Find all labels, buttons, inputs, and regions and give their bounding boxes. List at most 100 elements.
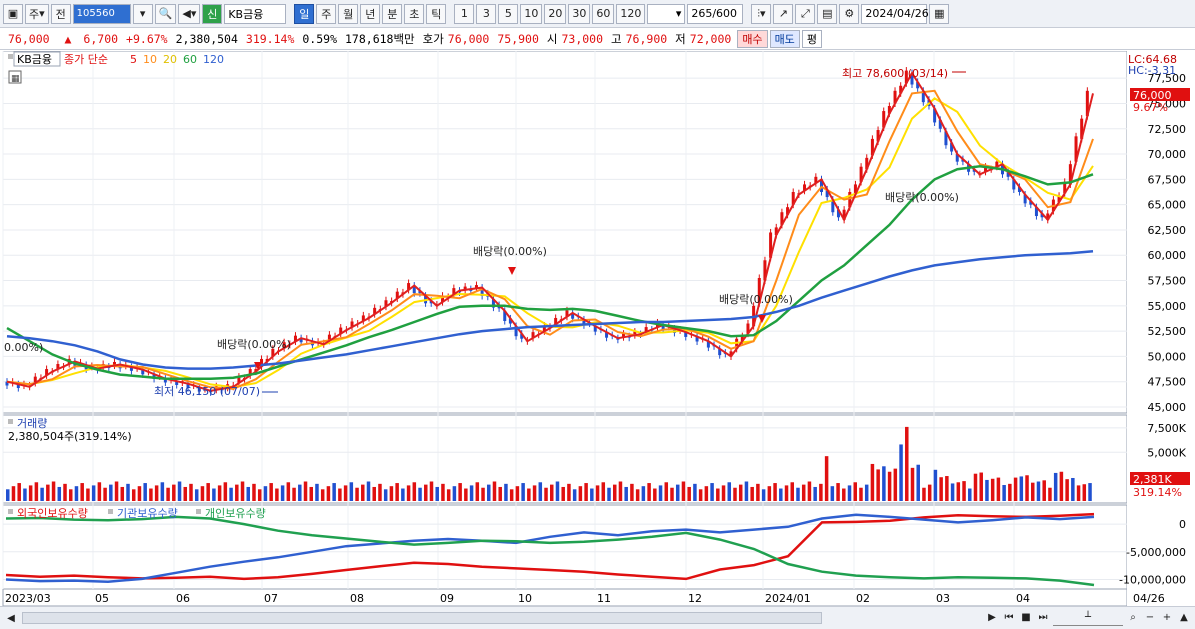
volume-bar — [544, 487, 548, 501]
volume-bar — [114, 481, 119, 501]
volume-bar — [424, 484, 428, 501]
volume-bar — [212, 488, 216, 501]
credit-badge[interactable]: 신 — [202, 3, 223, 24]
period-second[interactable]: 초 — [404, 3, 425, 24]
step-back-icon[interactable]: ⏮ — [1004, 612, 1014, 623]
volume-bar — [51, 481, 56, 501]
interval-20[interactable]: 20 — [544, 3, 567, 24]
volume-bar — [893, 468, 898, 501]
interval-5[interactable]: 5 — [498, 3, 519, 24]
scroll-left-icon[interactable]: ◀ — [7, 613, 15, 624]
expand-icon[interactable]: ⤢ — [795, 3, 816, 24]
period-minute[interactable]: 분 — [382, 3, 403, 24]
mode-select[interactable]: 주 ▾ — [25, 3, 49, 24]
drawing-tool-icon[interactable]: ↗ — [773, 3, 794, 24]
volume-bar — [143, 483, 147, 501]
time-tick-label: 11 — [597, 592, 611, 605]
candle-type-icon[interactable]: ⫶▾ — [751, 3, 772, 24]
volume-current-pct: 319.14% — [1133, 486, 1182, 499]
interval-30[interactable]: 30 — [568, 3, 591, 24]
save-icon[interactable]: ▤ — [817, 3, 838, 24]
arrow-up-icon[interactable]: ▲ — [1180, 612, 1188, 623]
volume-bar — [446, 489, 451, 501]
code-dropdown-icon[interactable]: ▾ — [132, 3, 153, 24]
sell-button[interactable]: 매도 — [769, 29, 800, 48]
step-forward-icon[interactable]: ⏭ — [1038, 612, 1048, 623]
volume-bar — [91, 485, 96, 501]
mode-label: 주 — [29, 7, 40, 21]
volume-bar — [1002, 485, 1006, 501]
period-year[interactable]: 년 — [360, 3, 381, 24]
stop-icon[interactable]: ■ — [1021, 612, 1031, 623]
chart-toolbar: ▣ 주 ▾ 전 105560 ▾ 🔍 ◀▾ 신 KB금융 일 주 월 년 분 초 … — [0, 0, 1195, 28]
interval-60[interactable]: 60 — [592, 3, 615, 24]
calendar-icon[interactable]: ▦ — [929, 3, 950, 24]
interval-10[interactable]: 10 — [520, 3, 543, 24]
period-month[interactable]: 월 — [338, 3, 359, 24]
volume-bar — [229, 487, 233, 501]
scroll-right-icon[interactable]: ▶ — [988, 612, 996, 623]
zoom-out-icon[interactable]: − — [1145, 612, 1155, 623]
candle-body — [1006, 171, 1010, 177]
time-tick-label: 04 — [1016, 592, 1030, 605]
evaluate-button[interactable]: 평 — [801, 29, 822, 48]
volume-bar — [887, 471, 892, 501]
period-week[interactable]: 주 — [316, 3, 337, 24]
volume-bar — [882, 466, 886, 501]
price-tick-label: 52,500 — [1148, 325, 1187, 338]
interval-1[interactable]: 1 — [454, 3, 475, 24]
date-input[interactable]: 2024/04/26 — [861, 3, 929, 24]
stock-code-input[interactable]: 105560 — [72, 3, 131, 24]
volume-bar — [681, 481, 686, 501]
prev-button[interactable]: 전 — [50, 3, 71, 24]
period-day[interactable]: 일 — [294, 3, 315, 24]
custom-interval-select[interactable]: ▾ — [647, 3, 686, 24]
volume-bar — [801, 484, 806, 501]
volume-bar — [899, 444, 903, 501]
volume-bar — [1013, 477, 1018, 501]
zoom-search-icon[interactable]: ⌕ — [1130, 612, 1136, 623]
volume-bar — [97, 482, 102, 501]
zoom-slider[interactable]: ┴ — [1053, 609, 1123, 626]
candle-body — [593, 326, 597, 332]
time-tick-label: 03 — [936, 592, 950, 605]
volume-bar — [401, 488, 405, 501]
candle-body — [412, 285, 416, 294]
price-tick-label: 60,000 — [1148, 249, 1187, 262]
zoom-in-icon[interactable]: + — [1162, 612, 1172, 623]
gear-icon[interactable]: ⚙ — [839, 3, 860, 24]
annotation-high: 최고 78,600 (03/14) — [842, 67, 948, 80]
calculator-icon[interactable] — [8, 70, 22, 84]
volume-bar — [269, 483, 273, 501]
price-panel[interactable] — [2, 50, 1128, 414]
navigation-buttons: ▶ ⏮ ■ ⏭ ┴ ⌕ − + ▲ — [985, 609, 1191, 626]
volume-bar — [1042, 480, 1046, 501]
chart-menu-icon[interactable]: ▣ — [3, 3, 23, 24]
candle-body — [995, 161, 999, 167]
holder-panel[interactable] — [2, 504, 1128, 590]
count-value: 265 — [691, 7, 713, 20]
period-tick[interactable]: 틱 — [426, 3, 447, 24]
buy-button[interactable]: 매수 — [737, 29, 768, 48]
volume-bar — [149, 488, 153, 501]
search-icon[interactable]: 🔍 — [154, 3, 177, 24]
volume-bar — [257, 489, 262, 501]
time-tick-label: 08 — [350, 592, 364, 605]
volume-bar — [933, 469, 938, 501]
volume-bar — [807, 481, 812, 501]
annotation-dividend-3: 배당락(0.00%) — [217, 338, 291, 351]
volume-bar — [790, 482, 795, 501]
speaker-icon[interactable]: ◀▾ — [178, 3, 201, 24]
volume-bar — [870, 463, 875, 501]
interval-3[interactable]: 3 — [476, 3, 497, 24]
stock-name-field[interactable]: KB금융 — [224, 3, 287, 24]
volume-bar — [86, 488, 90, 501]
time-tick-label: 07 — [264, 592, 278, 605]
count-input[interactable]: 265/600 — [687, 3, 744, 24]
horizontal-scrollbar[interactable] — [22, 612, 822, 624]
interval-120[interactable]: 120 — [616, 3, 646, 24]
candle-body — [825, 189, 829, 198]
chart-area[interactable]: 77,500 75,000 72,500 70,000 67,500 65,000 62,5… — [0, 50, 1195, 607]
stock-chart[interactable]: 77,50075,00072,50070,00067,50065,00062,5… — [0, 50, 1195, 607]
legend-bullet-icon — [8, 509, 13, 514]
